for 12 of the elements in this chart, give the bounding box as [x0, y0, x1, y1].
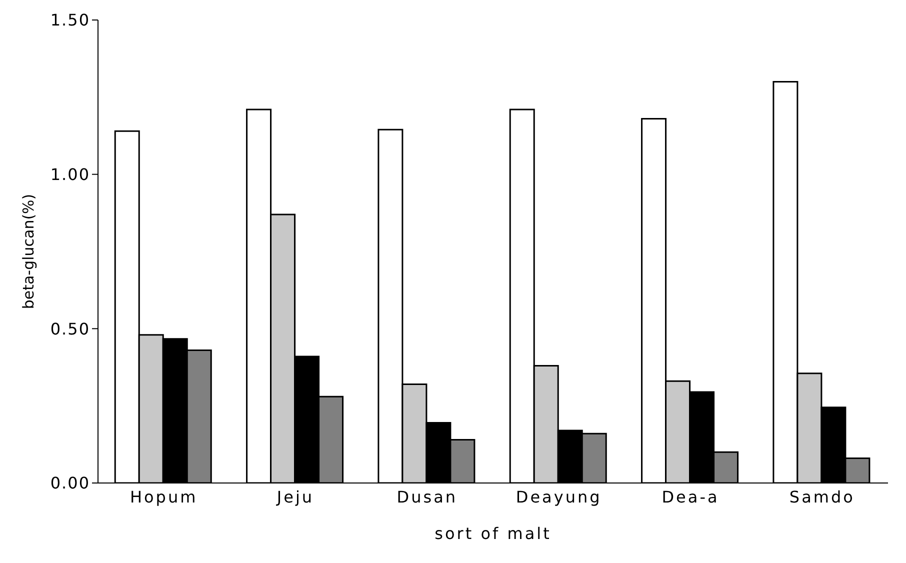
y-tick-label: 1.50 — [50, 10, 90, 30]
x-tick-label: Dea-a — [662, 487, 720, 506]
x-axis-title: sort of malt — [434, 524, 552, 543]
y-tick-label: 0.00 — [50, 474, 90, 493]
x-tick-label: Samdo — [789, 487, 855, 506]
x-tick-label: Hopum — [130, 487, 198, 506]
x-tick-label: Dusan — [396, 487, 458, 506]
y-axis-title: beta-glucan(%) — [19, 194, 38, 310]
x-tick-label: Deayung — [516, 487, 602, 506]
y-tick-label: 1.00 — [50, 165, 90, 184]
y-tick-label: 0.50 — [50, 319, 90, 338]
x-tick-label: Jeju — [276, 487, 314, 506]
